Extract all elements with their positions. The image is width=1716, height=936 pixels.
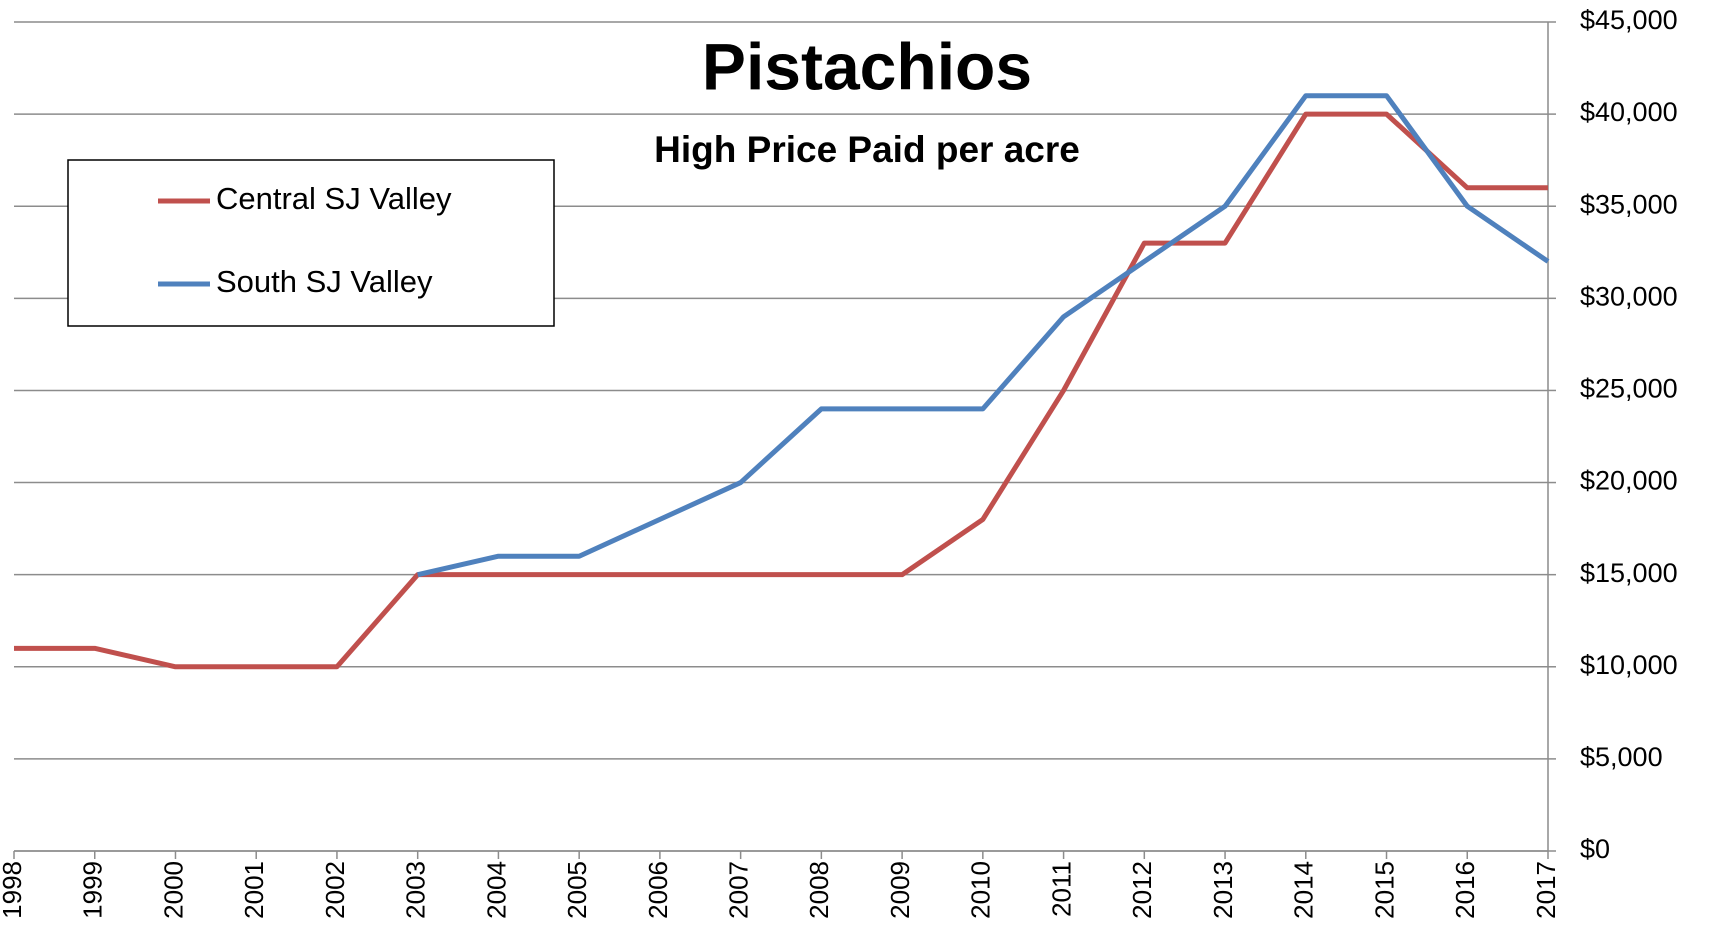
x-tick-label: 2000 [158,861,188,919]
x-tick-label: 1999 [78,861,108,919]
x-tick-label: 2017 [1531,861,1561,919]
x-tick-label: 1998 [0,861,27,919]
x-tick-label: 2014 [1289,861,1319,919]
x-tick-label: 2006 [643,861,673,919]
x-tick-label: 2004 [481,861,511,919]
legend: Central SJ Valley South SJ Valley [67,159,555,327]
x-tick-label: 2002 [320,861,350,919]
x-tick-label: 2015 [1369,861,1399,919]
x-tick-label: 2013 [1208,861,1238,919]
y-tick-label: $45,000 [1580,5,1678,35]
x-tick-label: 2003 [401,861,431,919]
series-line [417,93,1550,578]
x-tick-label: 2012 [1127,861,1157,919]
y-tick-label: $5,000 [1580,742,1663,772]
y-tick-label: $20,000 [1580,466,1678,496]
chart-title: Pistachios [702,29,1032,103]
legend-box [67,159,555,327]
legend-label: Central SJ Valley [216,181,452,216]
x-tick-label: 2009 [885,861,915,919]
y-tick-label: $0 [1580,834,1610,864]
x-tick-label: 2008 [804,861,834,919]
x-tick-label: 2016 [1450,861,1480,919]
y-tick-label: $35,000 [1580,189,1678,219]
series-line [14,111,1548,670]
legend-label: South SJ Valley [216,264,433,299]
chart-subtitle: High Price Paid per acre [654,129,1080,170]
y-tick-label: $40,000 [1580,97,1678,127]
x-tick-label: 2010 [966,861,996,919]
y-tick-label: $10,000 [1580,650,1678,680]
y-tick-label: $30,000 [1580,281,1678,311]
x-tick-label: 2001 [239,861,269,919]
x-tick-label: 2011 [1046,861,1076,917]
y-tick-label: $25,000 [1580,374,1678,404]
x-tick-label: 2007 [724,861,754,919]
y-tick-label: $15,000 [1580,558,1678,588]
x-tick-label: 2005 [562,861,592,919]
